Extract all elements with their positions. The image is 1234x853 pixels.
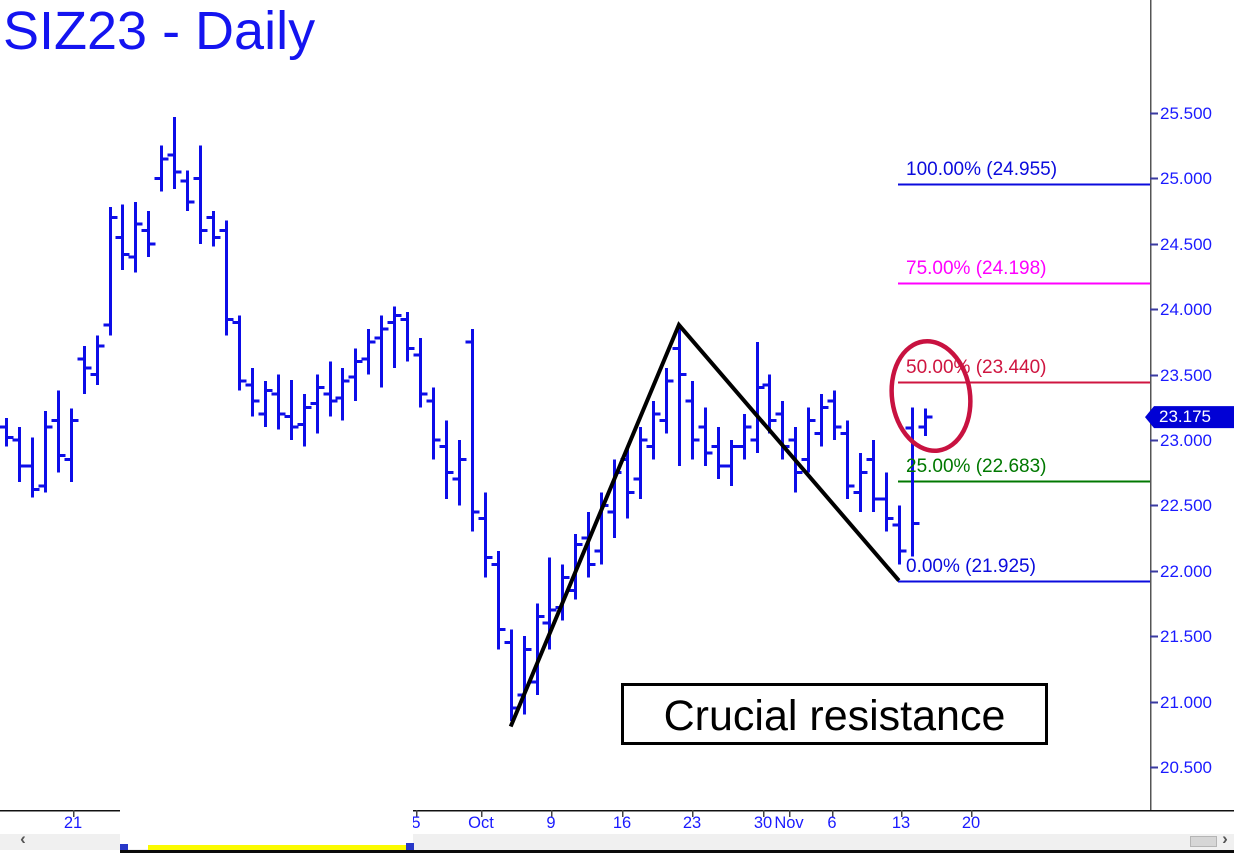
scroll-left-arrow-icon[interactable]: ‹ xyxy=(20,829,26,848)
black-strip xyxy=(120,850,1234,853)
last-price-badge: 23.175 xyxy=(1159,407,1211,427)
blue-strip-left xyxy=(120,844,128,851)
blue-strip-right xyxy=(406,843,414,851)
background-window-edge xyxy=(120,807,413,849)
yellow-strip xyxy=(148,845,406,850)
scroll-right-arrow-icon[interactable]: › xyxy=(1222,829,1228,848)
page-title: SIZ23 - Daily xyxy=(3,1,316,61)
scroll-thumb[interactable] xyxy=(1190,836,1217,847)
crucial-resistance-note: Crucial resistance xyxy=(621,683,1048,745)
